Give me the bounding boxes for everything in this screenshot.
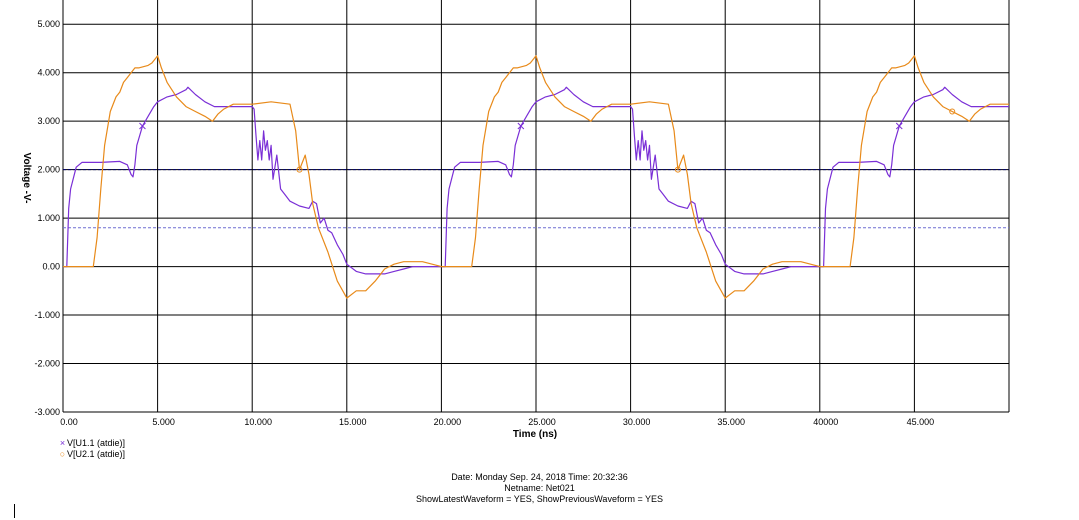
legend-item-u1: × V[U1.1 (atdie)] [58, 438, 125, 449]
footer-netname: Netname: Net021 [504, 483, 575, 493]
x-tick-label: 0.00 [60, 417, 78, 427]
x-tick-label: 45.000 [907, 417, 935, 427]
circle-marker [674, 166, 681, 173]
cross-marker [517, 122, 525, 130]
y-tick-labels: 5.000 4.000 3.000 2.000 1.000 0.00 -1.000 -2.00… [34, 19, 60, 417]
x-tick-label: 35.000 [717, 417, 745, 427]
y-tick-label: 4.000 [37, 68, 60, 78]
legend-circle-marker: ○ [59, 449, 66, 459]
circle-marker [296, 166, 303, 173]
cross-marker [895, 122, 903, 130]
footer-options: ShowLatestWaveform = YES, ShowPreviousWa… [415, 494, 664, 504]
legend: × V[U1.1 (atdie)] ○ V[U2.1 (atdie)] [58, 438, 125, 460]
x-tick-labels: 0.00 5.000 10.000 15.000 20.000 25.000 30.000 3… [60, 417, 934, 427]
footer-info: Date: Monday Sep. 24, 2018 Time: 20:32:3… [0, 472, 1079, 505]
footer-date: Date: Monday Sep. 24, 2018 Time: 20:32:3… [451, 472, 628, 482]
text-cursor [14, 504, 15, 518]
cross-marker [139, 122, 146, 130]
series-markers [139, 108, 956, 173]
y-tick-label: 0.00 [42, 262, 60, 272]
y-axis-title: Voltage -V- [21, 153, 32, 204]
x-axis-title: Time (ns) [513, 429, 557, 440]
y-tick-label: -3.000 [34, 407, 60, 417]
threshold-lines [63, 169, 1009, 229]
y-tick-label: 3.000 [37, 116, 60, 126]
x-tick-label: 40000 [813, 417, 838, 427]
grid [62, 0, 1010, 413]
legend-cross-marker: × [59, 438, 66, 448]
legend-item-u2: ○ V[U2.1 (atdie)] [58, 449, 125, 460]
legend-label-u2: V[U2.1 (atdie)] [67, 449, 126, 459]
y-tick-label: 5.000 [37, 19, 60, 29]
series-line-2 [63, 55, 1009, 299]
series-line-1 [63, 86, 1009, 275]
circle-marker [949, 108, 956, 115]
series-layer [63, 55, 1009, 299]
x-tick-label: 10.000 [244, 417, 272, 427]
y-tick-label: 2.000 [37, 165, 60, 175]
x-tick-label: 5.000 [152, 417, 175, 427]
x-tick-label: 25.000 [528, 417, 556, 427]
legend-label-u1: V[U1.1 (atdie)] [67, 438, 126, 448]
x-tick-label: 15.000 [339, 417, 367, 427]
y-tick-label: -1.000 [34, 310, 60, 320]
y-tick-label: -2.000 [34, 359, 60, 369]
x-tick-label: 20.000 [434, 417, 462, 427]
x-tick-label: 30.000 [623, 417, 651, 427]
y-tick-label: 1.000 [37, 213, 60, 223]
